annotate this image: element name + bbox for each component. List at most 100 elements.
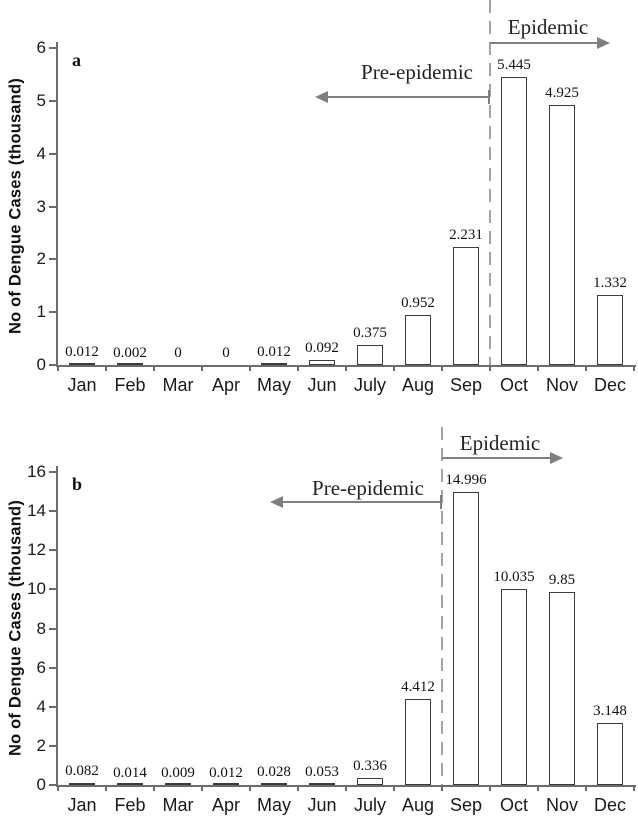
bar	[405, 314, 431, 365]
x-tick	[345, 785, 347, 791]
bar-value-label: 1.332	[593, 274, 627, 291]
bar-value-label: 0.014	[113, 764, 147, 781]
bar	[309, 360, 335, 365]
bar	[165, 782, 191, 785]
x-tick	[57, 365, 59, 371]
pre-epidemic-arrow-cap	[440, 495, 442, 509]
x-tick	[297, 365, 299, 371]
bar	[213, 782, 239, 785]
bar	[549, 592, 575, 785]
annotation-pre-epidemic: Pre-epidemic	[312, 476, 424, 500]
y-tick	[49, 152, 56, 155]
bar-value-label: 4.412	[401, 678, 435, 695]
y-tick-label: 2	[36, 249, 46, 269]
bar-value-label: 10.035	[493, 568, 535, 585]
y-tick	[49, 744, 56, 747]
x-tick	[105, 365, 107, 371]
bar-value-label: 5.445	[497, 57, 531, 74]
month-label: Aug	[401, 795, 435, 815]
bar-value-label: 0.952	[401, 294, 435, 311]
bar	[357, 345, 383, 365]
month-label: May	[256, 795, 291, 815]
month-label: Mar	[162, 375, 194, 395]
bar-value-label: 0.082	[65, 763, 99, 780]
annotation-epidemic: Epidemic	[507, 15, 589, 39]
epidemic-arrowhead	[597, 37, 610, 49]
x-tick	[57, 785, 59, 791]
month-label: Jun	[307, 375, 337, 395]
x-tick	[489, 365, 491, 371]
month-label: Feb	[114, 795, 146, 815]
month-label: July	[353, 795, 386, 815]
x-tick	[153, 785, 155, 791]
y-tick-label: 0	[36, 775, 46, 794]
bar-value-label: 0.012	[209, 764, 243, 781]
month-label: Apr	[211, 795, 240, 815]
y-tick-label: 4	[36, 143, 46, 163]
month-label: Jan	[67, 375, 97, 395]
plot-area-a: 0 1 2 3 4 5 6 0.012 Jan 0.002 Feb 0 Mar 0 Apr 0.012 May 0…	[0, 0, 638, 410]
x-tick	[633, 785, 635, 791]
x-tick	[441, 785, 443, 791]
bar	[117, 362, 143, 365]
annotation-epidemic: Epidemic	[459, 431, 541, 455]
y-tick-label: 0	[36, 355, 46, 374]
panel-letter: a	[72, 50, 81, 70]
y-tick-label: 14	[27, 501, 46, 521]
bar	[357, 778, 383, 785]
x-tick	[393, 785, 395, 791]
bar-value-label: 9.85	[548, 572, 576, 589]
y-tick-label: 16	[27, 462, 46, 481]
month-label: Nov	[545, 795, 578, 815]
bar	[597, 723, 623, 785]
y-tick	[49, 627, 56, 630]
divider-line	[489, 0, 491, 365]
epidemic-arrowhead	[550, 452, 563, 464]
bar-value-label: 0.012	[257, 344, 291, 361]
x-tick	[345, 365, 347, 371]
y-tick-label: 10	[27, 579, 46, 599]
bar-value-label: 0.028	[257, 764, 291, 781]
bar	[501, 588, 527, 785]
x-tick	[489, 785, 491, 791]
bar-value-label: 0.002	[113, 344, 147, 361]
x-tick	[441, 365, 443, 371]
y-tick-label: 4	[36, 696, 46, 716]
bar	[69, 362, 95, 365]
month-label: Aug	[401, 375, 435, 395]
y-tick-label: 12	[27, 540, 46, 560]
month-label: Sep	[449, 375, 483, 395]
x-tick	[105, 785, 107, 791]
y-tick	[49, 784, 56, 786]
pre-epidemic-arrowhead	[315, 91, 328, 103]
month-label: Mar	[162, 795, 194, 815]
x-tick	[537, 785, 539, 791]
x-tick	[585, 365, 587, 371]
y-tick	[49, 258, 56, 261]
month-label: Jan	[67, 795, 97, 815]
bar	[549, 104, 575, 365]
x-tick	[153, 365, 155, 371]
bar	[501, 77, 527, 365]
bar	[597, 294, 623, 365]
annotation-pre-epidemic: Pre-epidemic	[361, 60, 473, 84]
y-tick	[49, 47, 56, 49]
month-label: Jun	[307, 795, 337, 815]
y-tick-label: 1	[36, 302, 46, 322]
y-tick-label: 3	[36, 196, 46, 216]
bar	[69, 782, 95, 785]
y-tick	[49, 510, 56, 513]
x-tick	[633, 365, 635, 371]
y-tick	[49, 364, 56, 366]
month-label: July	[353, 375, 386, 395]
bar	[309, 782, 335, 785]
y-tick	[49, 549, 56, 552]
y-tick-label: 5	[36, 90, 46, 110]
y-tick-label: 6	[36, 657, 46, 677]
x-tick	[585, 785, 587, 791]
pre-epidemic-arrow-line	[281, 501, 442, 503]
pre-epidemic-arrow-line	[326, 96, 490, 98]
bar-value-label: 0.053	[305, 763, 339, 780]
x-tick	[201, 785, 203, 791]
month-label: Feb	[114, 375, 146, 395]
